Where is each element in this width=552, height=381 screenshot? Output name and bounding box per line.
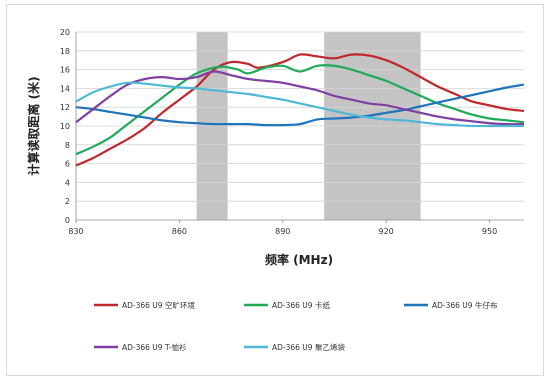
legend-label-2: AD-366 U9 卡纸 <box>272 300 330 310</box>
y-axis-ticks: 0 2 4 6 8 10 12 14 16 18 20 <box>60 28 70 225</box>
y-tick-label: 4 <box>65 178 70 187</box>
y-tick-label: 18 <box>60 47 70 56</box>
x-tick-label: 920 <box>379 227 394 236</box>
x-tick-label: 830 <box>68 227 83 236</box>
y-tick-label: 6 <box>65 160 70 169</box>
x-tick-label: 950 <box>482 227 497 236</box>
x-axis-ticks: 830 860 890 920 950 <box>68 220 497 236</box>
x-tick-label: 890 <box>275 227 290 236</box>
y-tick-label: 20 <box>60 28 70 37</box>
legend-label-5: AD-366 U9 聚乙烯袋 <box>272 342 345 352</box>
series-line-4 <box>75 70 525 126</box>
x-tick-label: 860 <box>172 227 187 236</box>
y-tick-label: 16 <box>60 66 70 75</box>
y-tick-label: 8 <box>65 141 70 150</box>
y-tick-label: 10 <box>60 122 70 131</box>
y-tick-label: 2 <box>65 197 70 206</box>
x-axis-title: 频率 (MHz) <box>265 252 333 267</box>
y-tick-label: 0 <box>65 216 70 225</box>
series-lines <box>75 53 525 167</box>
legend-label-4: AD-366 U9 T-恤衫 <box>122 342 187 352</box>
legend: AD-366 U9 空旷环境 AD-366 U9 卡纸 AD-366 U9 牛仔布 A… <box>94 300 498 352</box>
y-axis-title: 计算读取距离 (米) <box>26 76 41 175</box>
y-tick-label: 12 <box>60 103 70 112</box>
series-line-2 <box>75 64 525 156</box>
y-tick-label: 14 <box>60 84 70 93</box>
series-line-1 <box>75 53 525 167</box>
legend-label-3: AD-366 U9 牛仔布 <box>432 300 498 310</box>
series-line-3 <box>75 83 525 127</box>
series-line-5 <box>75 81 524 128</box>
legend-label-1: AD-366 U9 空旷环境 <box>122 300 195 310</box>
